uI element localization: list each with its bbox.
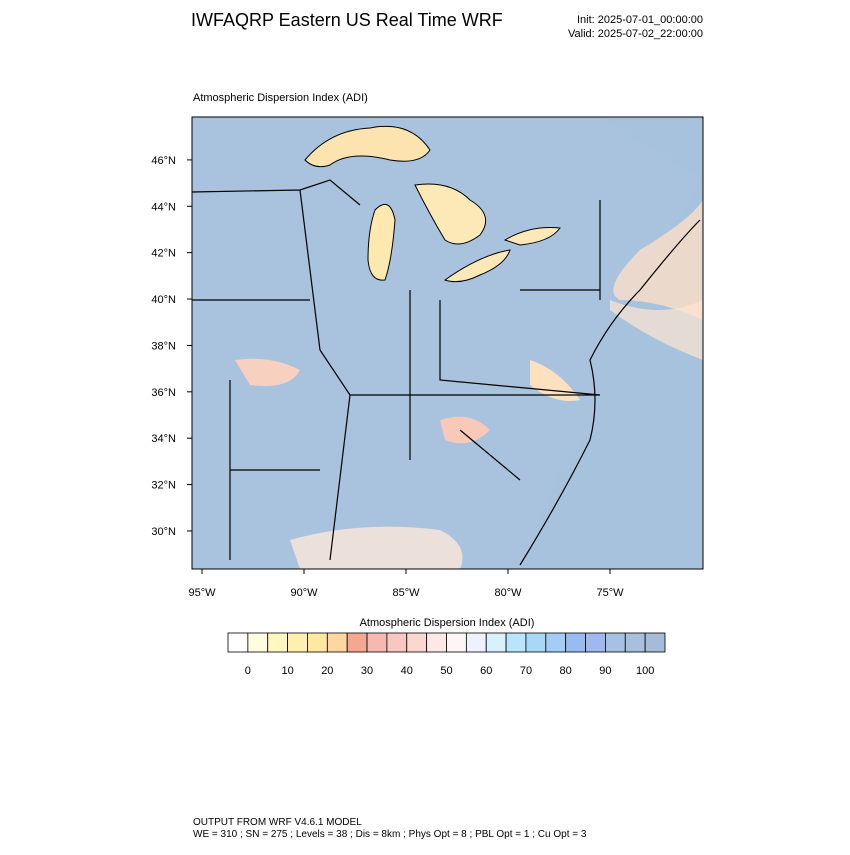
lake-erie	[443, 249, 511, 283]
colorbar-box	[545, 632, 567, 653]
lake-superior	[304, 125, 431, 168]
colorbar-tick-label: 70	[520, 665, 532, 677]
lake-huron	[414, 183, 487, 245]
colorbar-box	[624, 632, 646, 653]
colorbar-box	[465, 632, 487, 653]
colorbar-box	[426, 632, 447, 653]
y-tick-label: 40°N	[151, 294, 176, 306]
colorbar-tick-label: 90	[599, 665, 611, 677]
x-tick-label: 80°W	[494, 587, 522, 599]
map-frame	[191, 116, 704, 570]
colorbar-box	[307, 632, 328, 653]
warm-patch	[530, 360, 580, 401]
colorbar-box	[585, 632, 606, 653]
colorbar-box	[605, 632, 626, 653]
warm-patch	[610, 300, 703, 360]
colorbar-tick-label: 100	[636, 665, 654, 677]
colorbar-box	[505, 632, 527, 653]
colorbar-box	[267, 632, 288, 653]
colorbar-box	[446, 632, 467, 653]
valid-time: Valid: 2025-07-02_22:00:00	[568, 28, 703, 40]
colorbar-tick-label: 50	[440, 665, 452, 677]
colorbar-tick-label: 80	[560, 665, 572, 677]
footer-line: WE = 310 ; SN = 275 ; Levels = 38 ; Dis …	[193, 829, 587, 840]
colorbar-tick-label: 30	[361, 665, 373, 677]
y-tick-label: 44°N	[151, 201, 176, 213]
colorbar-box	[525, 632, 547, 653]
colorbar-box	[346, 632, 368, 653]
colorbar-tick-label: 20	[321, 665, 333, 677]
map-title: Atmospheric Dispersion Index (ADI)	[193, 92, 368, 104]
warm-patch	[613, 200, 703, 320]
y-tick-label: 42°N	[151, 248, 176, 260]
warm-patch	[440, 416, 490, 444]
title: IWFAQRP Eastern US Real Time WRF	[191, 10, 503, 30]
colorbar-tick-label: 40	[401, 665, 413, 677]
warm-patch	[235, 358, 300, 386]
colorbar-box	[406, 632, 428, 653]
colorbar-box	[287, 632, 308, 653]
y-tick-label: 34°N	[151, 433, 176, 445]
y-tick-label: 38°N	[151, 340, 176, 352]
colorbar-box	[644, 632, 666, 653]
map	[192, 117, 703, 569]
colorbar: 0 10 20 30 40 50 60 70 80 90 100	[227, 632, 666, 677]
x-tick-label: 90°W	[290, 587, 318, 599]
init-time: Init: 2025-07-01_00:00:00	[577, 14, 703, 26]
colorbar-tick-label: 10	[281, 665, 293, 677]
colorbar-box	[366, 632, 388, 653]
colorbar-box	[326, 632, 348, 653]
colorbar-tick-label: 0	[245, 665, 251, 677]
y-tick-label: 36°N	[151, 387, 176, 399]
colorbar-box	[485, 632, 507, 653]
x-tick-label: 75°W	[596, 587, 624, 599]
lake-michigan	[367, 203, 396, 281]
colorbar-box	[386, 632, 408, 653]
colorbar-title: Atmospheric Dispersion Index (ADI)	[360, 617, 535, 629]
y-tick-label: 46°N	[151, 155, 176, 167]
boundary-lines	[192, 179, 701, 566]
colorbar-box	[565, 632, 586, 653]
map-axes: 95°W 90°W 85°W 80°W 75°W 30°N 32°N 34°N 36°N 38°N…	[151, 155, 624, 599]
ocean	[520, 117, 703, 569]
y-tick-label: 32°N	[151, 480, 176, 492]
footer-line: OUTPUT FROM WRF V4.6.1 MODEL	[193, 817, 362, 828]
colorbar-tick-label: 60	[480, 665, 492, 677]
x-tick-label: 95°W	[188, 587, 216, 599]
colorbar-box	[227, 632, 249, 653]
colorbar-box	[247, 632, 269, 653]
lake-ontario	[503, 227, 561, 246]
y-tick-label: 30°N	[151, 526, 176, 538]
x-tick-label: 85°W	[392, 587, 420, 599]
